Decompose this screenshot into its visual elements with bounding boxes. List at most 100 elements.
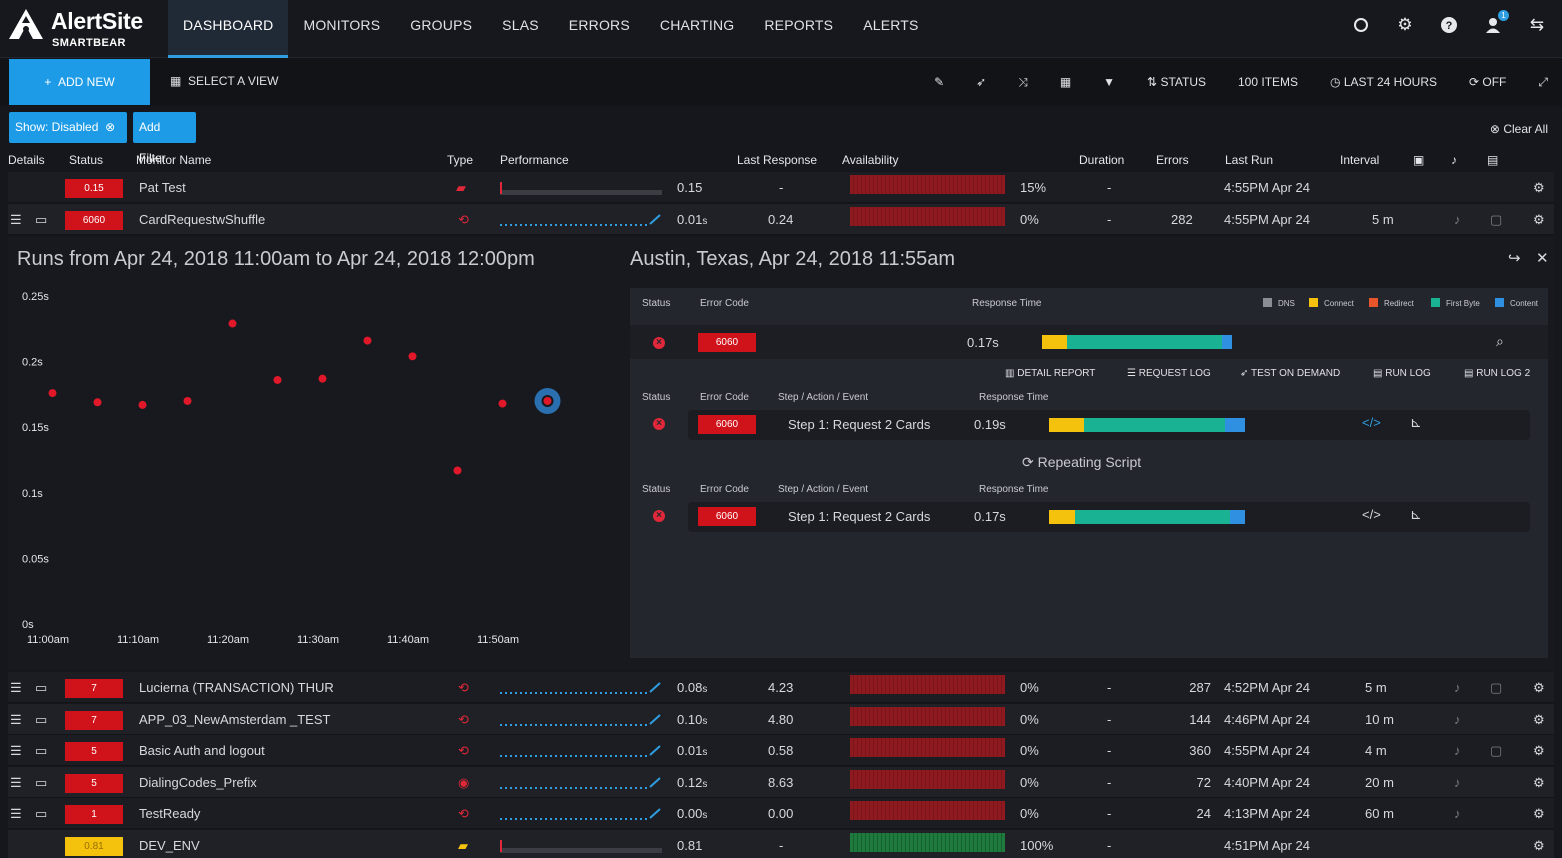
time-range-button[interactable]: ◷ LAST 24 HOURS [1330,75,1437,89]
status-sort-button[interactable]: ⇅ STATUS [1147,75,1206,89]
run-log-link[interactable]: ▤ RUN LOG [1373,368,1431,379]
monitor-name[interactable]: CardRequestwShuffle [139,212,266,227]
test-on-demand-link[interactable]: ➶ TEST ON DEMAND [1240,368,1341,379]
run-point[interactable] [273,375,282,384]
row-settings-icon[interactable]: ⚙ [1533,712,1545,727]
monitor-name[interactable]: DialingCodes_Prefix [139,775,257,790]
request-log-link[interactable]: ☰ REQUEST LOG [1127,368,1211,379]
monitor-name[interactable]: APP_03_NewAmsterdam _TEST [139,712,331,727]
step-row[interactable]: 6060 Step 1: Request 2 Cards 0.17s </> ⊾ [688,502,1530,532]
col-type[interactable]: Type [447,153,474,167]
note-icon[interactable]: ▢ [1490,212,1503,227]
details-list-icon[interactable]: ☰ [10,212,22,227]
run-point[interactable] [453,466,462,475]
bell-icon[interactable]: ♪ [1454,712,1461,727]
table-row[interactable]: ☰ ▭ 6060 CardRequestwShuffle ⟲ 0.01s 0.2… [8,204,1554,235]
clipboard-icon[interactable]: ▭ [35,212,48,227]
refresh-toggle[interactable]: ⟳ OFF [1469,75,1506,89]
col-details[interactable]: Details [8,153,45,167]
user-icon[interactable]: 1 [1482,10,1509,36]
col-last-run[interactable]: Last Run [1225,153,1274,167]
bell-icon[interactable]: ♪ [1454,212,1461,227]
row-settings-icon[interactable]: ⚙ [1533,838,1545,853]
note-icon[interactable]: ▤ [1487,153,1499,167]
table-row[interactable]: ☰ ▭ 5 DialingCodes_Prefix ◉ 0.12s 8.63 0% - 72 4:4… [8,767,1554,798]
add-new-button[interactable]: + ADD NEW [9,59,150,105]
nav-monitors[interactable]: MONITORS [303,17,381,33]
run-point[interactable] [48,389,57,398]
details-list-icon[interactable]: ☰ [10,806,22,821]
run-point[interactable] [498,399,507,408]
monitor-name[interactable]: TestReady [139,806,201,821]
shuffle-icon[interactable]: ⤨ [1018,74,1028,89]
nav-dashboard[interactable]: DASHBOARD [168,0,289,58]
row-settings-icon[interactable]: ⚙ [1533,806,1545,821]
edit-pencil-icon[interactable]: ✎ [934,75,945,89]
details-list-icon[interactable]: ☰ [10,712,22,727]
run-point[interactable] [138,400,147,409]
fullscreen-icon[interactable]: ⤢ [1538,74,1548,89]
clipboard-icon[interactable]: ▭ [35,775,48,790]
switch-arrows-icon[interactable]: ⇆ [1529,15,1545,34]
details-list-icon[interactable]: ☰ [10,743,22,758]
code-view-icon[interactable]: </> [1362,507,1381,522]
col-errors[interactable]: Errors [1156,153,1189,167]
close-icon[interactable]: ✕ [1536,250,1549,267]
col-last-response[interactable]: Last Response [737,153,818,167]
table-row[interactable]: 0.15 Pat Test ▰ 0.15 - 15% - 4:55PM Apr … [8,172,1554,203]
row-settings-icon[interactable]: ⚙ [1533,212,1545,227]
waterfall-chart-icon[interactable]: ⊾ [1410,506,1422,522]
bell-icon[interactable]: ♪ [1454,680,1461,695]
close-circle-icon[interactable]: ⊗ [101,120,116,134]
run-point[interactable] [408,352,417,361]
filter-chip-disabled[interactable]: Show: Disabled ⊗ [9,112,127,143]
help-icon[interactable]: ? [1438,14,1460,36]
select-view-button[interactable]: ▦ SELECT A VIEW [170,58,279,106]
share-icon[interactable]: ↪ [1508,250,1521,267]
clipboard-icon[interactable]: ▭ [35,712,48,727]
monitor-name[interactable]: Pat Test [139,180,186,195]
table-row[interactable]: ☰ ▭ 5 Basic Auth and logout ⟲ 0.01s 0.58 0% - 360… [8,735,1554,766]
nav-slas[interactable]: SLAS [502,17,539,33]
code-view-icon[interactable]: </> [1362,415,1381,430]
calendar-icon[interactable]: ▣ [1413,153,1425,167]
clear-all-button[interactable]: ⊗ Clear All [1490,122,1548,136]
add-filter-button[interactable]: Add Filter [133,112,196,165]
details-list-icon[interactable]: ☰ [10,680,22,695]
col-performance[interactable]: Performance [500,153,569,167]
bell-icon[interactable]: ♪ [1454,775,1461,790]
repeating-script[interactable]: ⟳ Repeating Script [1022,454,1141,471]
details-list-icon[interactable]: ☰ [10,775,22,790]
filter-icon[interactable]: ▼ [1103,75,1116,89]
run-point[interactable] [363,336,372,345]
table-row[interactable]: 0.81 DEV_ENV ▰ 0.81 - 100% - 4:51PM Apr 24 ⚙ [8,830,1554,858]
row-settings-icon[interactable]: ⚙ [1533,775,1545,790]
settings-gear-icon[interactable]: ⚙ [1397,15,1413,34]
monitor-name[interactable]: DEV_ENV [139,838,200,853]
nav-errors[interactable]: ERRORS [568,17,630,33]
col-monitor-name[interactable]: Monitor Name [136,153,212,167]
nav-alerts[interactable]: ALERTS [863,17,919,33]
nav-reports[interactable]: REPORTS [764,17,834,33]
clipboard-icon[interactable]: ▭ [35,743,48,758]
nav-groups[interactable]: GROUPS [410,17,473,33]
summary-row[interactable]: × 6060 0.17s ⌕ [630,325,1548,359]
note-icon[interactable]: ▢ [1490,680,1503,695]
theme-icon[interactable] [1350,14,1372,36]
step-row[interactable]: 6060 Step 1: Request 2 Cards 0.19s </> ⊾ [688,410,1530,440]
nav-charting[interactable]: CHARTING [659,17,735,33]
bell-icon[interactable]: ♪ [1454,806,1461,821]
table-row[interactable]: ☰ ▭ 7 Lucierna (TRANSACTION) THUR ⟲ 0.08s 4.23… [8,672,1554,703]
run-point[interactable] [183,396,192,405]
note-icon[interactable]: ▢ [1490,743,1503,758]
run-point[interactable] [228,319,237,328]
col-interval[interactable]: Interval [1340,153,1380,167]
rocket-icon[interactable]: ➶ [976,75,987,89]
waterfall-chart-icon[interactable]: ⊾ [1410,414,1422,430]
row-settings-icon[interactable]: ⚙ [1533,180,1545,195]
run-log-2-link[interactable]: ▤ RUN LOG 2 [1464,368,1531,379]
zoom-search-icon[interactable]: ⌕ [1496,333,1504,349]
col-duration[interactable]: Duration [1079,153,1125,167]
col-availability[interactable]: Availability [842,153,899,167]
row-settings-icon[interactable]: ⚙ [1533,743,1545,758]
